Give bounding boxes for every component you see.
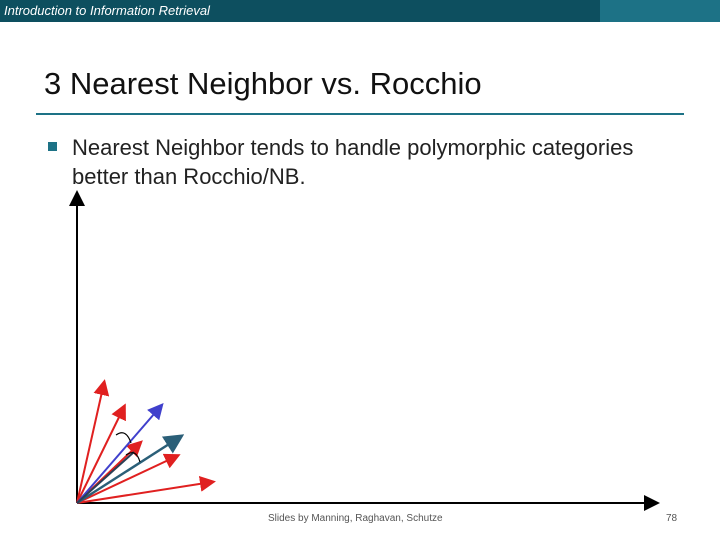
- title-divider: [36, 113, 684, 115]
- red-vector: [76, 453, 181, 504]
- red-vector: [76, 379, 110, 504]
- red-vector: [76, 475, 216, 504]
- bullet-square-icon: [48, 142, 57, 151]
- course-title: Introduction to Information Retrieval: [4, 3, 210, 18]
- slide-title: 3 Nearest Neighbor vs. Rocchio: [44, 66, 482, 101]
- bullet-text: Nearest Neighbor tends to handle polymor…: [72, 135, 634, 189]
- header-bar: [0, 0, 720, 22]
- header-accent-block: [600, 0, 720, 22]
- angle-arc: [125, 452, 141, 463]
- footer-credit: Slides by Manning, Raghavan, Schutze: [268, 513, 443, 524]
- teal-vector: [76, 434, 185, 505]
- blue-vector: [76, 402, 164, 504]
- page-number: 78: [666, 513, 678, 524]
- test-vector: [76, 451, 135, 504]
- angle-arc: [115, 432, 132, 444]
- red-vector: [76, 403, 126, 504]
